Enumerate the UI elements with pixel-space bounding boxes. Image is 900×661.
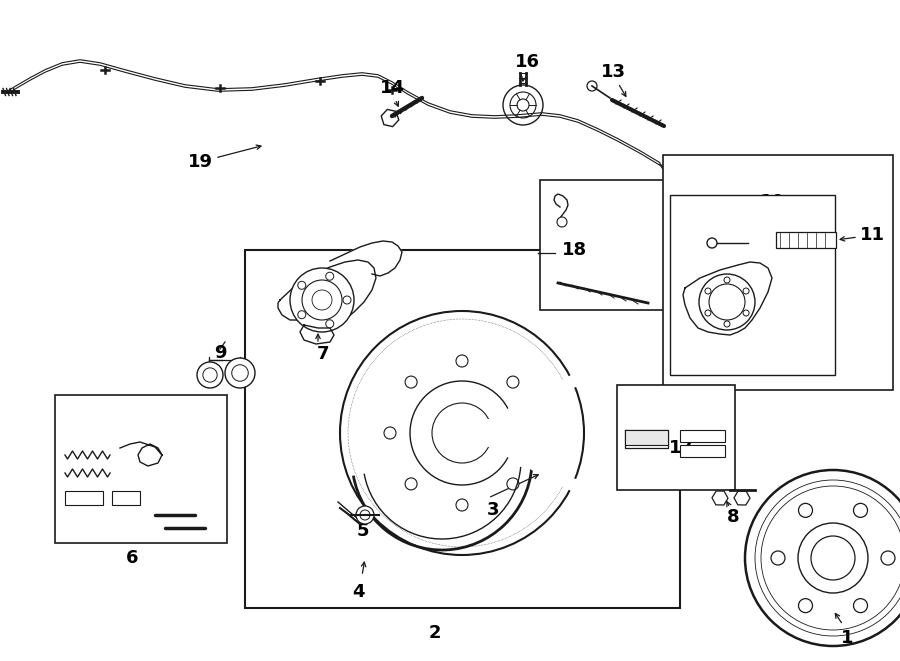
Circle shape (405, 376, 417, 388)
Text: 5: 5 (356, 522, 369, 540)
Bar (112, 491, 140, 505)
Circle shape (410, 381, 514, 485)
Circle shape (881, 551, 895, 565)
Circle shape (340, 311, 584, 555)
Circle shape (503, 85, 543, 125)
Bar (65, 491, 103, 505)
Text: 14: 14 (380, 79, 404, 97)
Polygon shape (330, 241, 402, 276)
Circle shape (705, 288, 711, 294)
Circle shape (743, 310, 749, 316)
Circle shape (705, 310, 711, 316)
Text: 18: 18 (562, 241, 588, 259)
Bar (776, 232, 836, 248)
Circle shape (507, 376, 519, 388)
Circle shape (593, 393, 603, 403)
Bar (663, 155, 893, 390)
Circle shape (798, 599, 813, 613)
Circle shape (724, 277, 730, 283)
Polygon shape (625, 430, 668, 448)
Text: 12: 12 (715, 229, 740, 247)
Circle shape (572, 429, 580, 437)
Circle shape (456, 355, 468, 367)
Text: 19: 19 (187, 153, 212, 171)
Circle shape (326, 272, 334, 280)
Circle shape (343, 296, 351, 304)
Bar (617, 385, 735, 490)
Circle shape (197, 362, 223, 388)
Bar (540, 180, 670, 310)
Bar (55, 395, 227, 543)
Circle shape (745, 470, 900, 646)
Bar (670, 195, 835, 375)
Text: 15: 15 (716, 343, 741, 361)
Text: 10: 10 (760, 193, 785, 211)
Circle shape (298, 311, 306, 319)
Circle shape (709, 284, 745, 320)
Text: 9: 9 (214, 344, 226, 362)
Circle shape (507, 478, 519, 490)
Circle shape (302, 280, 342, 320)
Text: 1: 1 (841, 629, 853, 647)
Bar (680, 445, 725, 457)
Bar (680, 430, 725, 442)
Text: 7: 7 (317, 345, 329, 363)
Circle shape (798, 504, 813, 518)
Circle shape (384, 427, 396, 439)
Wedge shape (462, 375, 586, 491)
Text: 17: 17 (669, 439, 694, 457)
Circle shape (707, 238, 717, 248)
Circle shape (699, 274, 755, 330)
Polygon shape (278, 260, 376, 327)
Circle shape (743, 288, 749, 294)
Text: 2: 2 (428, 624, 441, 642)
Text: 6: 6 (126, 549, 139, 567)
Text: 16: 16 (515, 53, 539, 71)
Circle shape (853, 599, 868, 613)
Circle shape (635, 334, 647, 346)
Circle shape (225, 358, 255, 388)
Circle shape (771, 551, 785, 565)
Circle shape (356, 506, 374, 524)
Circle shape (290, 268, 354, 332)
Circle shape (724, 321, 730, 327)
Circle shape (326, 320, 334, 328)
Circle shape (587, 81, 597, 91)
Circle shape (432, 403, 492, 463)
Circle shape (798, 523, 868, 593)
Circle shape (853, 504, 868, 518)
Circle shape (557, 217, 567, 227)
Text: 8: 8 (726, 508, 739, 526)
Circle shape (405, 478, 417, 490)
Text: 4: 4 (352, 583, 365, 601)
Text: 13: 13 (600, 63, 626, 81)
Circle shape (456, 499, 468, 511)
Polygon shape (300, 325, 334, 344)
Circle shape (811, 536, 855, 580)
Bar (625, 430, 668, 445)
Text: 11: 11 (860, 226, 885, 244)
Text: 3: 3 (487, 501, 500, 519)
Bar (245, 250, 680, 608)
Circle shape (298, 282, 306, 290)
Polygon shape (683, 262, 772, 335)
Circle shape (528, 427, 540, 439)
